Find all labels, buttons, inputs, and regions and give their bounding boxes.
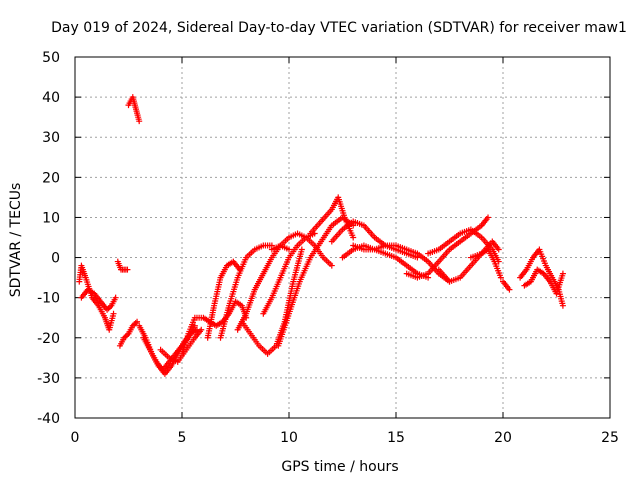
- chart-title: Day 019 of 2024, Sidereal Day-to-day VTE…: [51, 20, 627, 36]
- y-tick-label: -20: [37, 331, 60, 347]
- series-track-b: [78, 286, 119, 313]
- y-tick-label: 20: [42, 170, 60, 186]
- data-point: [124, 266, 131, 273]
- data-point: [191, 322, 198, 329]
- y-tick-label: 10: [42, 210, 60, 226]
- y-axis: 50 40 30 20 10 0 -10 -20 -30 -40: [37, 50, 610, 427]
- y-tick-label: 50: [42, 50, 60, 66]
- series-track-z: [517, 246, 566, 309]
- y-tick-label: 30: [42, 130, 60, 146]
- data-point: [495, 246, 502, 253]
- series-track-r: [328, 218, 421, 261]
- data-point: [136, 118, 143, 125]
- series-track-c: [114, 258, 131, 273]
- data-point: [350, 234, 357, 241]
- series-track-h: [157, 326, 205, 365]
- x-axis-label: GPS time / hours: [281, 459, 398, 475]
- series-track-p: [275, 214, 357, 349]
- series-track-d: [125, 94, 143, 125]
- series-track-y: [500, 278, 513, 293]
- y-axis-label: SDTVAR / TECUs: [8, 183, 24, 298]
- series-track-k: [217, 242, 275, 341]
- x-tick-label: 5: [178, 430, 187, 446]
- data-point: [559, 302, 566, 309]
- series-track-m: [234, 242, 292, 333]
- x-axis: 0 5 10 15 20 25: [71, 57, 619, 446]
- series-track-n: [260, 230, 318, 317]
- series-track-u: [403, 214, 492, 281]
- data-point: [112, 294, 119, 301]
- data-point: [506, 286, 513, 293]
- y-tick-label: -40: [37, 411, 60, 427]
- x-tick-label: 10: [280, 430, 298, 446]
- data-point: [485, 214, 492, 221]
- data-point: [497, 274, 504, 281]
- y-tick-label: 0: [51, 251, 60, 267]
- x-tick-label: 0: [71, 430, 80, 446]
- y-tick-label: -30: [37, 371, 60, 387]
- series-track-aa: [521, 266, 566, 297]
- series-track-x: [467, 246, 504, 281]
- data-point: [198, 326, 205, 333]
- series-track-t: [350, 242, 453, 285]
- data-point: [298, 246, 305, 253]
- data-point: [134, 318, 141, 325]
- grid-lines: [75, 57, 610, 418]
- x-tick-label: 20: [494, 430, 512, 446]
- data-point: [559, 270, 566, 277]
- plot-frame: [74, 56, 611, 419]
- data-point: [328, 262, 335, 269]
- x-tick-label: 25: [601, 430, 619, 446]
- y-tick-label: 40: [42, 90, 60, 106]
- data-points: [76, 94, 566, 377]
- series-track-o: [268, 230, 335, 269]
- data-point: [286, 246, 292, 253]
- data-point: [110, 310, 117, 317]
- series-track-g: [140, 322, 198, 373]
- y-tick-label: -10: [37, 291, 60, 307]
- series-track-j: [204, 258, 243, 341]
- x-tick-label: 15: [387, 430, 405, 446]
- series-track-e: [116, 318, 141, 349]
